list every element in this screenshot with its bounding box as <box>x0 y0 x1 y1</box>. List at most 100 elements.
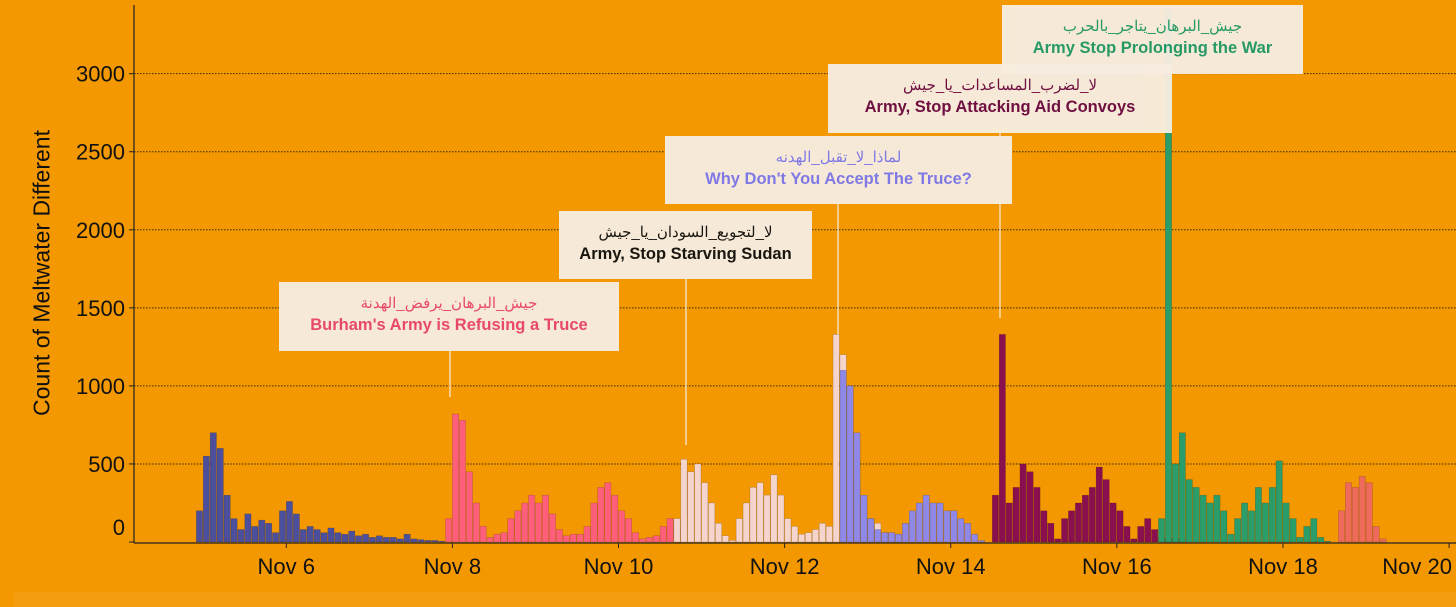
bar-series-0 <box>292 513 300 543</box>
bar-series-2 <box>832 334 840 543</box>
bar-series-4 <box>1130 538 1138 543</box>
bar-series-5 <box>1310 518 1318 543</box>
y-tick-label: 3000 <box>76 62 125 87</box>
annotation-prolonging-war: جيش_البرهان_يتاجر_بالحرب Army Stop Prolo… <box>1002 5 1303 74</box>
y-tick-label: 0 <box>113 515 125 540</box>
bar-series-1 <box>452 413 459 543</box>
annotation-arabic: جيش_البرهان_يرفض_الهدنة <box>360 295 538 312</box>
bar-series-1 <box>659 526 667 543</box>
bar-series-0 <box>258 519 266 543</box>
bar-series-0 <box>251 526 259 543</box>
bar-series-3 <box>867 518 875 543</box>
bar-series-2 <box>735 518 743 543</box>
bar-series-4 <box>1151 529 1159 543</box>
bar-series-2 <box>722 535 729 543</box>
bar-series-3 <box>936 502 944 543</box>
bar-series-3 <box>853 432 861 543</box>
bar-series-5 <box>1213 494 1221 543</box>
bar-series-6 <box>1358 476 1366 543</box>
bar-series-5 <box>1296 537 1304 543</box>
bar-series-5 <box>1178 432 1186 543</box>
bar-series-0 <box>438 540 446 543</box>
bar-series-0 <box>320 532 328 543</box>
bar-series-5 <box>1206 502 1214 543</box>
bar-series-5 <box>1282 502 1290 543</box>
annotation-arabic: لا_لتجويع_السودان_يا_جيش <box>598 224 773 241</box>
bar-series-3 <box>964 523 972 543</box>
y-tick-label: 1000 <box>76 374 125 399</box>
bar-series-4 <box>1068 510 1075 543</box>
bar-series-1 <box>445 518 453 543</box>
bar-series-0 <box>424 540 432 543</box>
bar-series-1 <box>611 494 619 543</box>
bar-series-0 <box>313 529 321 543</box>
bar-series-2 <box>805 532 812 543</box>
bar-series-1 <box>521 502 529 543</box>
bar-series-4 <box>1040 510 1048 543</box>
bar-series-1 <box>618 510 626 543</box>
bar-series-1 <box>562 535 570 543</box>
bar-series-4 <box>1033 487 1041 543</box>
annotation-english: Burham's Army is Refusing a Truce <box>310 316 588 334</box>
bar-series-0 <box>286 501 293 543</box>
x-tick-label: Nov 18 <box>1248 554 1318 579</box>
bar-series-1 <box>549 513 556 543</box>
annotation-accept-truce: لماذا_لا_تقبل_الهدنه Why Don't You Accep… <box>665 136 1012 204</box>
bar-series-2 <box>694 463 702 543</box>
x-tick-label: Nov 12 <box>750 554 820 579</box>
bar-series-3 <box>888 532 896 543</box>
bar-series-1 <box>625 518 632 543</box>
bottom-strip <box>14 592 1456 607</box>
bar-series-0 <box>369 537 376 543</box>
bar-series-0 <box>389 537 397 543</box>
x-tick-label: Nov 20 <box>1382 554 1452 579</box>
bar-series-0 <box>396 538 404 543</box>
bar-series-0 <box>327 527 335 543</box>
bar-series-1 <box>576 533 584 543</box>
bar-series-2 <box>742 502 750 543</box>
bar-series-3 <box>908 510 916 543</box>
bar-series-5 <box>1261 502 1269 543</box>
bar-series-4 <box>1109 502 1117 543</box>
bar-series-1 <box>486 537 494 543</box>
bar-series-0 <box>299 529 307 543</box>
y-tick-label: 500 <box>88 452 125 477</box>
bar-series-5 <box>1227 533 1235 543</box>
bar-series-1 <box>666 518 674 543</box>
bar-series-3 <box>915 502 923 543</box>
bar-series-1 <box>514 510 522 543</box>
x-tick-label: Nov 16 <box>1082 554 1152 579</box>
bar-series-2 <box>798 533 806 543</box>
bar-series-1 <box>639 538 646 543</box>
annotation-starving-sudan: لا_لتجويع_السودان_يا_جيش Army, Stop Star… <box>559 211 812 279</box>
bar-series-5 <box>1324 540 1332 543</box>
bar-series-2 <box>687 471 695 543</box>
bar-series-4 <box>1137 526 1145 543</box>
annotation-arabic: لا_لضرب_المساعدات_يا_جيش <box>902 77 1098 94</box>
bar-series-2 <box>708 502 716 543</box>
bar-series-6 <box>1365 482 1373 543</box>
annotation-english: Army Stop Prolonging the War <box>1032 39 1273 57</box>
annotation-english: Army, Stop Starving Sudan <box>579 245 792 263</box>
bar-series-2 <box>680 459 688 543</box>
bar-series-0 <box>244 513 252 543</box>
bar-series-5 <box>1199 494 1207 543</box>
bar-series-0 <box>209 432 217 543</box>
bar-series-2 <box>791 526 799 543</box>
x-tick-label: Nov 14 <box>916 554 986 579</box>
bar-series-1 <box>645 537 653 543</box>
bar-series-0 <box>334 532 342 543</box>
bar-series-4 <box>1047 523 1055 543</box>
bar-series-4 <box>1019 463 1027 543</box>
bar-series-0 <box>362 533 369 543</box>
bar-series-5 <box>1158 518 1165 543</box>
bar-series-1 <box>472 502 480 543</box>
bar-series-0 <box>382 537 390 543</box>
bar-series-3 <box>957 518 965 543</box>
bar-series-0 <box>196 510 203 543</box>
bar-series-5 <box>1220 510 1228 543</box>
bar-series-1 <box>542 494 549 543</box>
bar-series-5 <box>1275 460 1283 543</box>
annotation-refusing-truce: جيش_البرهان_يرفض_الهدنة Burham's Army is… <box>279 282 619 351</box>
bar-series-0 <box>279 510 286 543</box>
